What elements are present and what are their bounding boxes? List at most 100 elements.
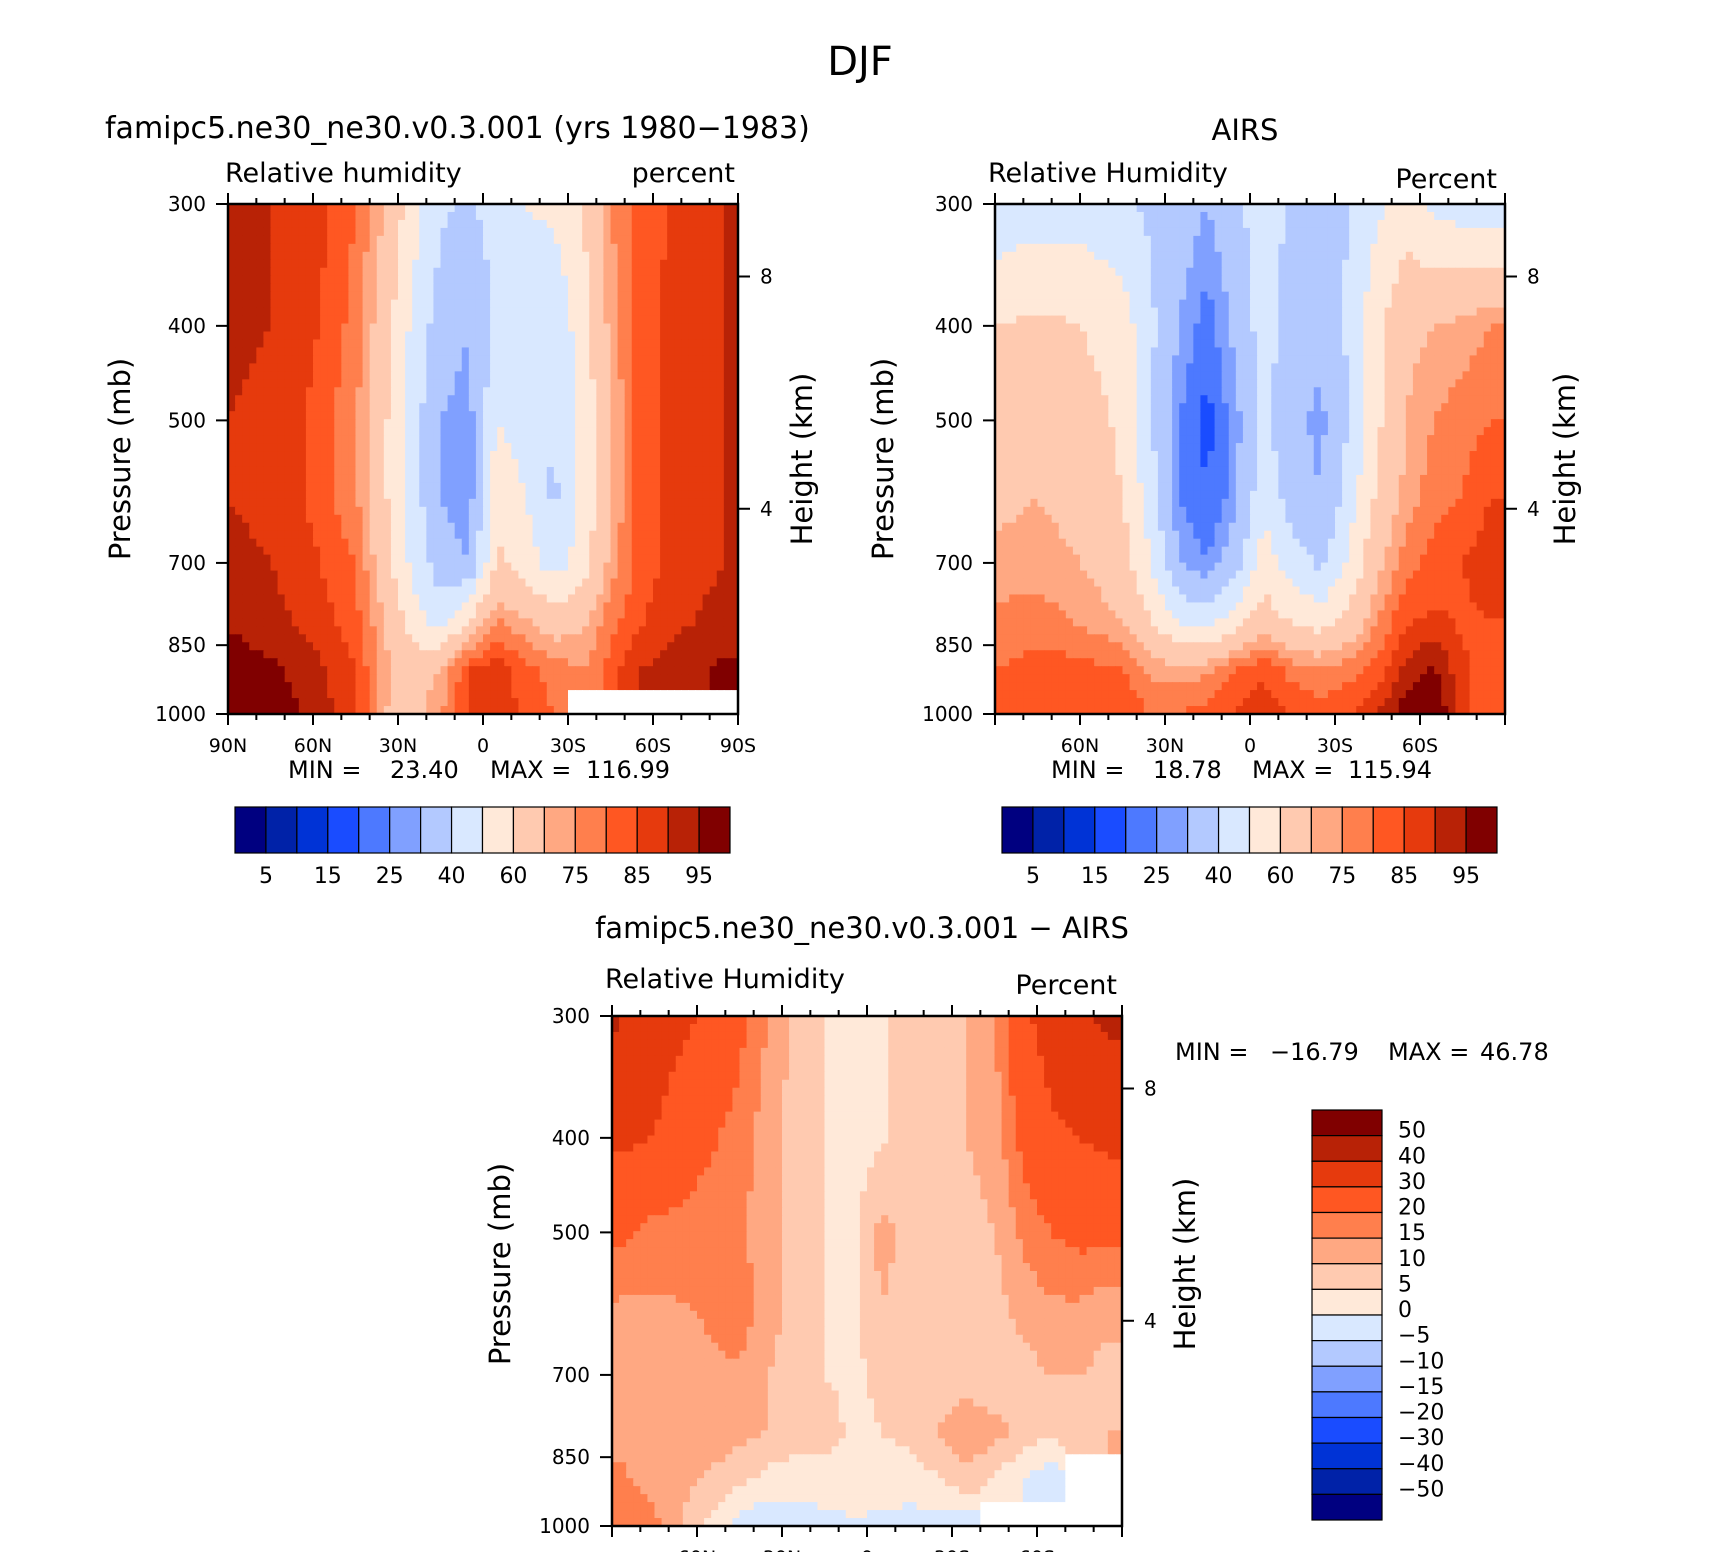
contour-cell <box>298 459 307 468</box>
contour-cell <box>433 259 442 269</box>
contour-cell <box>560 530 569 540</box>
contour-cell <box>433 554 442 564</box>
contour-cell <box>270 347 279 357</box>
contour-cell <box>369 466 378 476</box>
contour-cell <box>546 610 555 619</box>
contour-cell <box>242 618 250 627</box>
contour-cell <box>376 698 385 707</box>
contour-cell <box>305 291 314 301</box>
contour-cell <box>504 363 512 372</box>
contour-cell <box>461 498 470 508</box>
contour-cell <box>256 626 265 635</box>
contour-cell <box>688 459 697 468</box>
contour-cell <box>596 570 605 580</box>
contour-cell <box>631 283 640 293</box>
contour-cell <box>539 634 548 643</box>
contour-cell <box>525 395 534 404</box>
contour-cell <box>249 435 257 444</box>
contour-cell <box>660 347 668 357</box>
contour-cell <box>525 331 534 341</box>
contour-cell <box>433 546 442 556</box>
contour-cell <box>461 618 470 627</box>
contour-cell <box>596 602 605 612</box>
contour-cell <box>1327 204 1336 213</box>
contour-cell <box>284 602 293 612</box>
contour-cell <box>504 371 512 380</box>
contour-cell <box>504 307 512 317</box>
contour-cell <box>362 538 371 548</box>
contour-cell <box>638 514 647 524</box>
contour-cell <box>426 211 435 221</box>
contour-cell <box>525 642 534 651</box>
contour-cell <box>560 602 569 612</box>
contour-cell <box>305 650 314 659</box>
contour-cell <box>716 363 725 372</box>
contour-cell <box>348 204 357 213</box>
contour-cell <box>291 204 300 213</box>
contour-cell <box>483 283 491 293</box>
contour-cell <box>341 435 350 444</box>
contour-cell <box>256 690 265 699</box>
contour-cell <box>249 403 257 412</box>
contour-cell <box>1150 227 1159 237</box>
contour-cell <box>610 435 619 444</box>
contour-cell <box>270 490 279 500</box>
contour-cell <box>610 419 619 428</box>
contour-cell <box>589 435 597 444</box>
contour-cell <box>242 451 250 460</box>
contour-cell <box>405 466 413 476</box>
contour-cell <box>504 259 512 269</box>
contour-cell <box>653 506 661 516</box>
contour-cell <box>653 546 661 556</box>
contour-cell <box>483 578 491 588</box>
contour-cell <box>660 435 668 444</box>
contour-cell <box>596 658 605 667</box>
contour-cell <box>702 618 711 627</box>
contour-cell <box>525 578 534 588</box>
contour-cell <box>433 371 442 380</box>
contour-cell <box>412 451 420 460</box>
contour-cell <box>589 466 597 476</box>
contour-cell <box>228 626 236 635</box>
contour-cell <box>560 307 569 317</box>
contour-cell <box>702 395 711 404</box>
contour-cell <box>348 331 357 341</box>
contour-cell <box>568 658 576 667</box>
contour-cell <box>589 355 597 364</box>
contour-cell <box>568 522 576 532</box>
contour-cell <box>525 698 534 707</box>
contour-cell <box>284 419 293 428</box>
contour-cell <box>511 554 520 564</box>
contour-cell <box>589 482 597 492</box>
contour-cell <box>660 339 668 349</box>
contour-cell <box>525 682 534 691</box>
contour-cell <box>730 275 739 285</box>
contour-cell <box>291 435 300 444</box>
contour-cell <box>546 227 555 237</box>
contour-cell <box>1448 227 1457 237</box>
contour-cell <box>610 251 619 261</box>
contour-cell <box>730 235 739 245</box>
contour-cell <box>575 387 583 396</box>
contour-cell <box>723 307 732 317</box>
contour-cell <box>638 355 647 364</box>
contour-cell <box>730 690 739 699</box>
contour-cell <box>419 666 427 675</box>
contour-cell <box>1250 219 1258 229</box>
contour-cell <box>1462 211 1471 221</box>
contour-cell <box>355 211 364 221</box>
contour-cell <box>483 466 491 476</box>
contour-cell <box>1257 204 1265 213</box>
contour-cell <box>645 331 654 341</box>
contour-cell <box>688 594 697 604</box>
contour-cell <box>1065 211 1074 221</box>
contour-cell <box>589 642 597 651</box>
contour-cell <box>660 227 668 237</box>
contour-cell <box>242 466 250 476</box>
contour-cell <box>263 371 272 380</box>
contour-cell <box>723 387 732 396</box>
contour-cell <box>723 339 732 349</box>
contour-cell <box>284 227 293 237</box>
contour-cell <box>681 267 690 277</box>
contour-cell <box>553 283 562 293</box>
